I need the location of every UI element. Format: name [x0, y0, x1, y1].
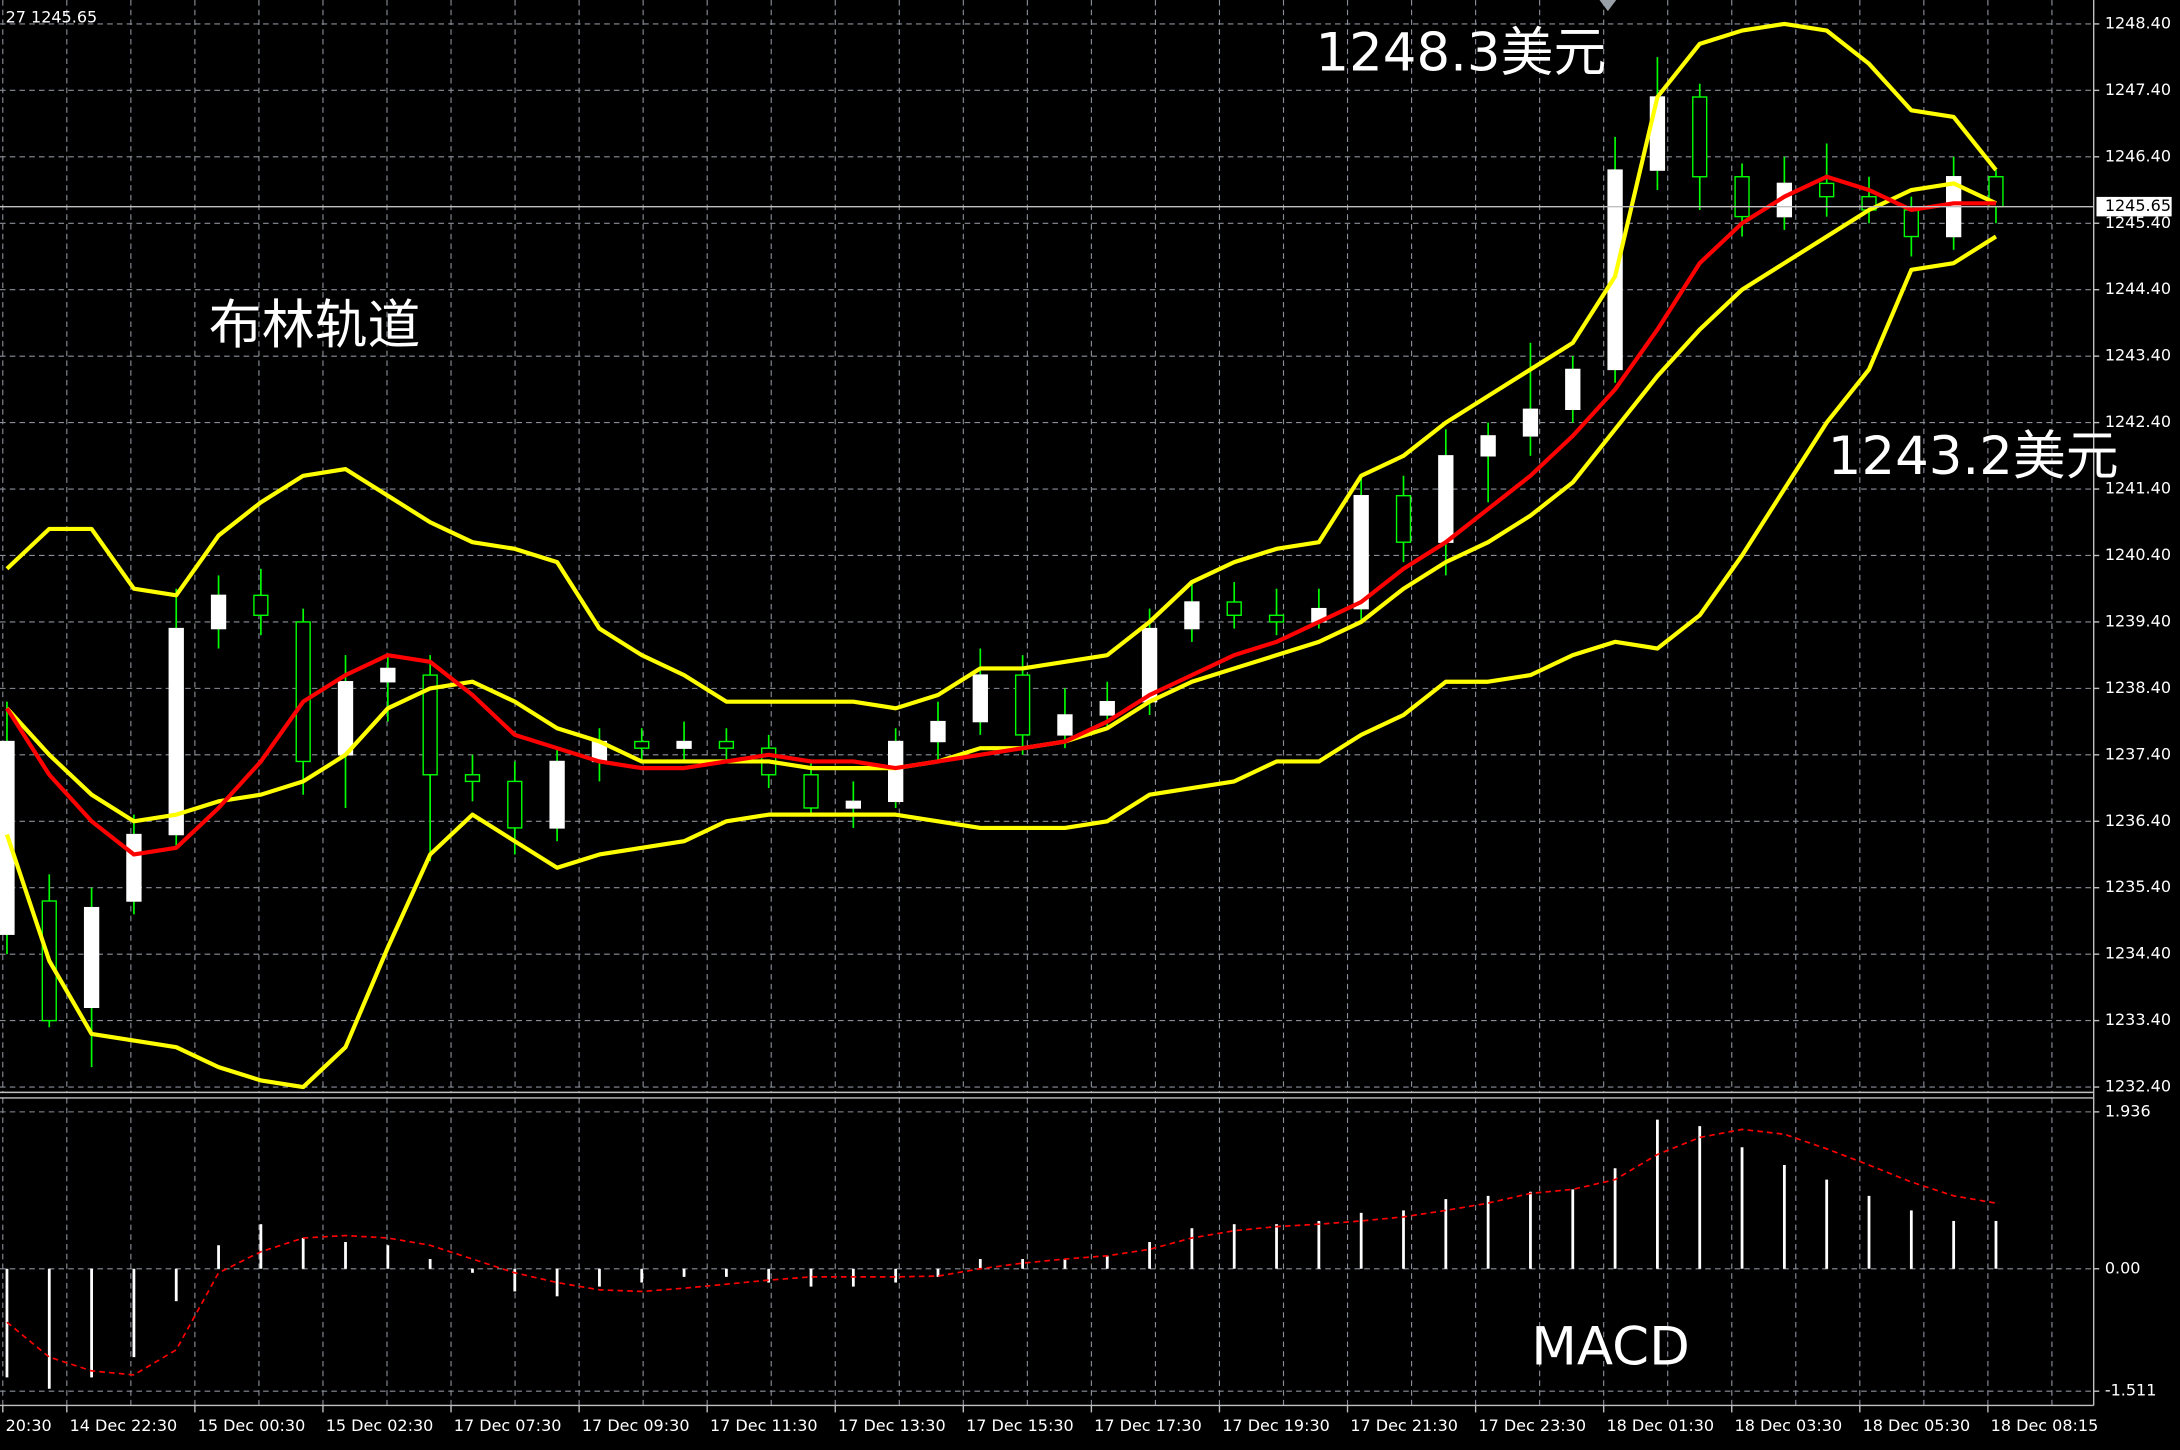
annotation: 布林轨道: [209, 295, 421, 356]
candle-body: [507, 780, 523, 829]
x-tick-label: 17 Dec 09:30: [582, 1416, 690, 1435]
y-tick-label: 1245.40: [2105, 213, 2171, 232]
x-tick-label: 17 Dec 23:30: [1478, 1416, 1586, 1435]
period-marker: [1599, 0, 1617, 12]
candle-body: [1395, 494, 1412, 543]
y-tick-label: 1238.40: [2105, 678, 2171, 697]
candle-body: [718, 740, 735, 749]
y-tick-label: 0.00: [2105, 1258, 2141, 1277]
candle-body: [549, 760, 565, 829]
candle-body: [1819, 182, 1835, 198]
x-tick-label: 15 Dec 02:30: [326, 1416, 434, 1435]
y-tick-label: 1240.40: [2105, 545, 2171, 564]
candle-body: [1268, 614, 1285, 623]
candle-body: [676, 740, 692, 749]
y-tick-label: 1243.40: [2105, 346, 2171, 365]
candle-body: [1565, 368, 1581, 411]
indicator-line: [5, 174, 1996, 857]
candle-body: [422, 674, 438, 776]
x-tick-label: 18 Dec 08:15: [1991, 1416, 2099, 1435]
candle-body: [1226, 601, 1242, 616]
y-tick-label: 1247.40: [2105, 80, 2171, 99]
x-tick-label: 20:30: [6, 1416, 52, 1435]
candle-body: [803, 774, 819, 809]
y-tick-label: 1.936: [2105, 1101, 2151, 1120]
candle-body: [1014, 674, 1031, 736]
candle-body: [464, 774, 481, 783]
x-tick-label: 17 Dec 13:30: [838, 1416, 946, 1435]
x-tick-label: 17 Dec 19:30: [1222, 1416, 1330, 1435]
annotation: 1243.2美元: [1828, 426, 2119, 487]
candle-body: [888, 740, 904, 803]
y-tick-label: 1244.40: [2105, 279, 2171, 298]
x-tick-label: 17 Dec 21:30: [1350, 1416, 1458, 1435]
current-price-tag: [2096, 196, 2172, 217]
x-tick-label: 17 Dec 17:30: [1094, 1416, 1202, 1435]
candle-body: [845, 800, 862, 809]
x-tick-label: 17 Dec 15:30: [966, 1416, 1074, 1435]
y-tick-label: 1237.40: [2105, 744, 2171, 763]
candle-body: [1353, 494, 1369, 610]
annotation: MACD: [1531, 1316, 1690, 1377]
x-tick-label: 18 Dec 03:30: [1735, 1416, 1843, 1435]
y-tick-label: 1241.40: [2105, 479, 2171, 498]
candle-body: [253, 594, 269, 616]
x-tick-label: 17 Dec 11:30: [710, 1416, 818, 1435]
candle-body: [930, 720, 946, 743]
annotation: 1248.3美元: [1316, 22, 1607, 83]
x-tick-label: 17 Dec 07:30: [454, 1416, 562, 1435]
candle-body: [1649, 96, 1666, 171]
indicator-line: [5, 181, 1997, 824]
y-tick-label: 1235.40: [2105, 877, 2171, 896]
info-text: 27 1245.65: [6, 8, 98, 27]
x-tick-label: 14 Dec 22:30: [70, 1416, 178, 1435]
candle-body: [83, 906, 100, 1009]
x-tick-label: 18 Dec 01:30: [1606, 1416, 1714, 1435]
candle-body: [1480, 435, 1496, 457]
y-tick-label: 1239.40: [2105, 611, 2171, 630]
y-tick-label: -1.511: [2105, 1381, 2157, 1400]
candle-body: [337, 681, 354, 756]
candle-body: [1438, 455, 1454, 543]
candle-body: [1184, 601, 1200, 630]
candle-body: [972, 674, 988, 723]
candle-body: [168, 627, 184, 836]
candle-body: [126, 833, 142, 902]
current-price-label: 1245.65: [2105, 196, 2171, 215]
candle-body: [634, 740, 650, 749]
y-tick-label: 1236.40: [2105, 811, 2171, 830]
indicator-line: [4, 234, 1998, 1090]
y-tick-label: 1242.40: [2105, 412, 2171, 431]
plot-layer: [0, 21, 2094, 1389]
y-tick-label: 1232.40: [2105, 1077, 2171, 1096]
y-tick-label: 1234.40: [2105, 944, 2171, 963]
candle-body: [1057, 714, 1073, 736]
candle-body: [1522, 408, 1539, 437]
candle-body: [1692, 96, 1708, 178]
x-tick-label: 15 Dec 00:30: [198, 1416, 306, 1435]
candle-body: [380, 667, 396, 683]
y-tick-label: 1233.40: [2105, 1010, 2171, 1029]
candle-body: [295, 621, 311, 763]
candle-body: [210, 594, 227, 630]
y-tick-label: 1248.40: [2105, 13, 2171, 32]
candle-body: [1734, 176, 1750, 218]
indicator-line: [5, 21, 1998, 711]
candle-body: [1099, 700, 1115, 716]
signal-line: [6, 1128, 1997, 1376]
y-tick-label: 1246.40: [2105, 146, 2171, 165]
candle-body: [1903, 209, 1919, 238]
x-tick-label: 18 Dec 05:30: [1863, 1416, 1971, 1435]
